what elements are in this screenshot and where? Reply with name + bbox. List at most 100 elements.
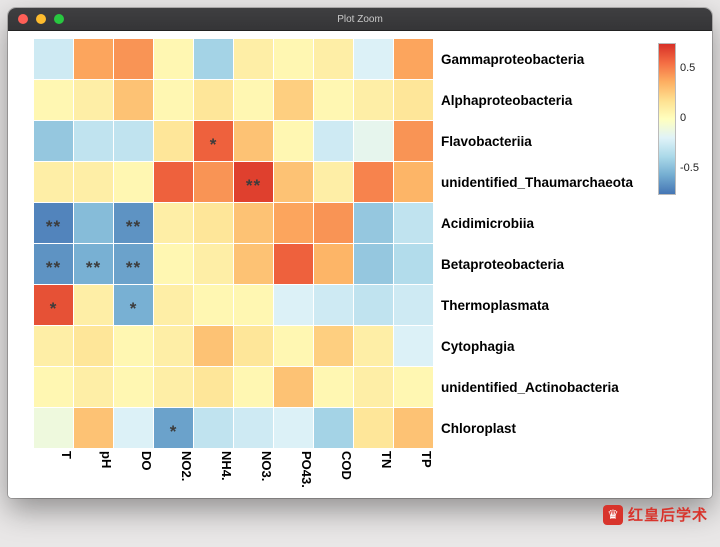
heatmap-cell — [154, 244, 193, 284]
significance-mark: * — [49, 299, 58, 318]
heatmap-cell — [354, 80, 393, 120]
heatmap-cell — [314, 367, 353, 407]
heatmap-cell — [354, 203, 393, 243]
heatmap-cell — [354, 285, 393, 325]
heatmap-cell — [234, 244, 273, 284]
row-labels: Gammaproteobacteria Alphaproteobacteria Fl… — [441, 39, 633, 449]
heatmap-cell — [234, 39, 273, 79]
heatmap-cell: ** — [34, 244, 73, 284]
heatmap-cell — [194, 39, 233, 79]
colorbar-tick-zero: 0 — [680, 112, 687, 124]
heatmap-cell — [314, 326, 353, 366]
heatmap-cell — [74, 203, 113, 243]
significance-mark: ** — [45, 217, 62, 236]
heatmap-cell — [154, 285, 193, 325]
crown-icon: ♛ — [607, 507, 619, 522]
colorbar-tick-low: -0.5 — [680, 162, 699, 174]
red-queen-logo-icon: ♛ — [602, 504, 623, 525]
heatmap-cell — [74, 326, 113, 366]
heatmap-cell — [394, 162, 433, 202]
heatmap-cell — [274, 121, 313, 161]
heatmap-cell — [194, 162, 233, 202]
heatmap-cell — [194, 326, 233, 366]
heatmap-cell — [74, 39, 113, 79]
heatmap-cell — [394, 285, 433, 325]
heatmap-cell — [314, 408, 353, 448]
col-label: TP — [419, 451, 434, 468]
heatmap-cell — [234, 285, 273, 325]
heatmap-cell — [314, 39, 353, 79]
heatmap-cell — [354, 39, 393, 79]
significance-mark: ** — [125, 258, 142, 277]
heatmap-cell — [194, 244, 233, 284]
col-label: COD — [339, 451, 354, 480]
row-label: Alphaproteobacteria — [441, 93, 573, 108]
row-label: Gammaproteobacteria — [441, 52, 585, 67]
fullscreen-button[interactable] — [54, 14, 64, 24]
heatmap-cell — [74, 285, 113, 325]
heatmap-cell — [354, 121, 393, 161]
heatmap-cell — [314, 285, 353, 325]
row-label: Flavobacteriia — [441, 134, 532, 149]
heatmap-cell — [314, 80, 353, 120]
heatmap-cell — [194, 367, 233, 407]
col-label: PO43. — [299, 451, 314, 488]
col-label: TN — [379, 451, 394, 469]
heatmap-cell — [394, 244, 433, 284]
significance-mark: * — [169, 422, 178, 441]
heatmap-cell — [114, 367, 153, 407]
significance-mark: * — [209, 135, 218, 154]
heatmap-cell — [354, 326, 393, 366]
minimize-button[interactable] — [36, 14, 46, 24]
col-label: pH — [99, 451, 114, 469]
plot-area: * ** ** ** ** ** ** * * * Gammaproteobacteria Alph… — [8, 31, 712, 498]
heatmap-cell — [114, 80, 153, 120]
close-button[interactable] — [18, 14, 28, 24]
heatmap-cell — [114, 39, 153, 79]
heatmap-cell — [154, 326, 193, 366]
heatmap-cell: * — [194, 121, 233, 161]
heatmap-cell — [234, 367, 273, 407]
col-label: T — [59, 451, 74, 459]
traffic-lights — [18, 14, 64, 24]
heatmap-cell — [274, 162, 313, 202]
significance-mark: ** — [45, 258, 62, 277]
heatmap-cell: * — [34, 285, 73, 325]
colorbar: 0.5 0 -0.5 — [658, 43, 712, 203]
heatmap-cell: * — [114, 285, 153, 325]
heatmap-cell — [234, 203, 273, 243]
heatmap-cell — [274, 367, 313, 407]
heatmap-cell — [74, 80, 113, 120]
colorbar-tick-high: 0.5 — [680, 62, 696, 74]
heatmap-cell — [314, 121, 353, 161]
col-label: DO — [139, 451, 154, 471]
window-titlebar: Plot Zoom — [8, 8, 712, 31]
row-label: Betaproteobacteria — [441, 257, 565, 272]
heatmap-cell — [34, 326, 73, 366]
window-title: Plot Zoom — [337, 13, 383, 25]
heatmap-cell — [394, 326, 433, 366]
significance-mark: ** — [85, 258, 102, 277]
heatmap-cell — [34, 121, 73, 161]
significance-mark: * — [129, 299, 138, 318]
heatmap-cell — [314, 162, 353, 202]
heatmap-cell — [154, 203, 193, 243]
heatmap-cell: ** — [114, 203, 153, 243]
row-label: unidentified_Thaumarchaeota — [441, 175, 634, 190]
heatmap-cell: ** — [74, 244, 113, 284]
heatmap-cell — [394, 39, 433, 79]
colorbar-gradient — [658, 43, 676, 195]
watermark: ♛ 红皇后学术 — [602, 504, 708, 525]
col-label: NO3. — [259, 451, 274, 482]
heatmap-cell — [114, 121, 153, 161]
heatmap-cell — [74, 162, 113, 202]
heatmap-cell — [274, 285, 313, 325]
heatmap-cell — [234, 326, 273, 366]
heatmap-cell — [74, 408, 113, 448]
heatmap-cell — [114, 408, 153, 448]
heatmap-cell — [154, 367, 193, 407]
heatmap-grid: * ** ** ** ** ** ** * * * — [34, 39, 433, 448]
heatmap-cell — [114, 162, 153, 202]
heatmap-cell — [154, 162, 193, 202]
